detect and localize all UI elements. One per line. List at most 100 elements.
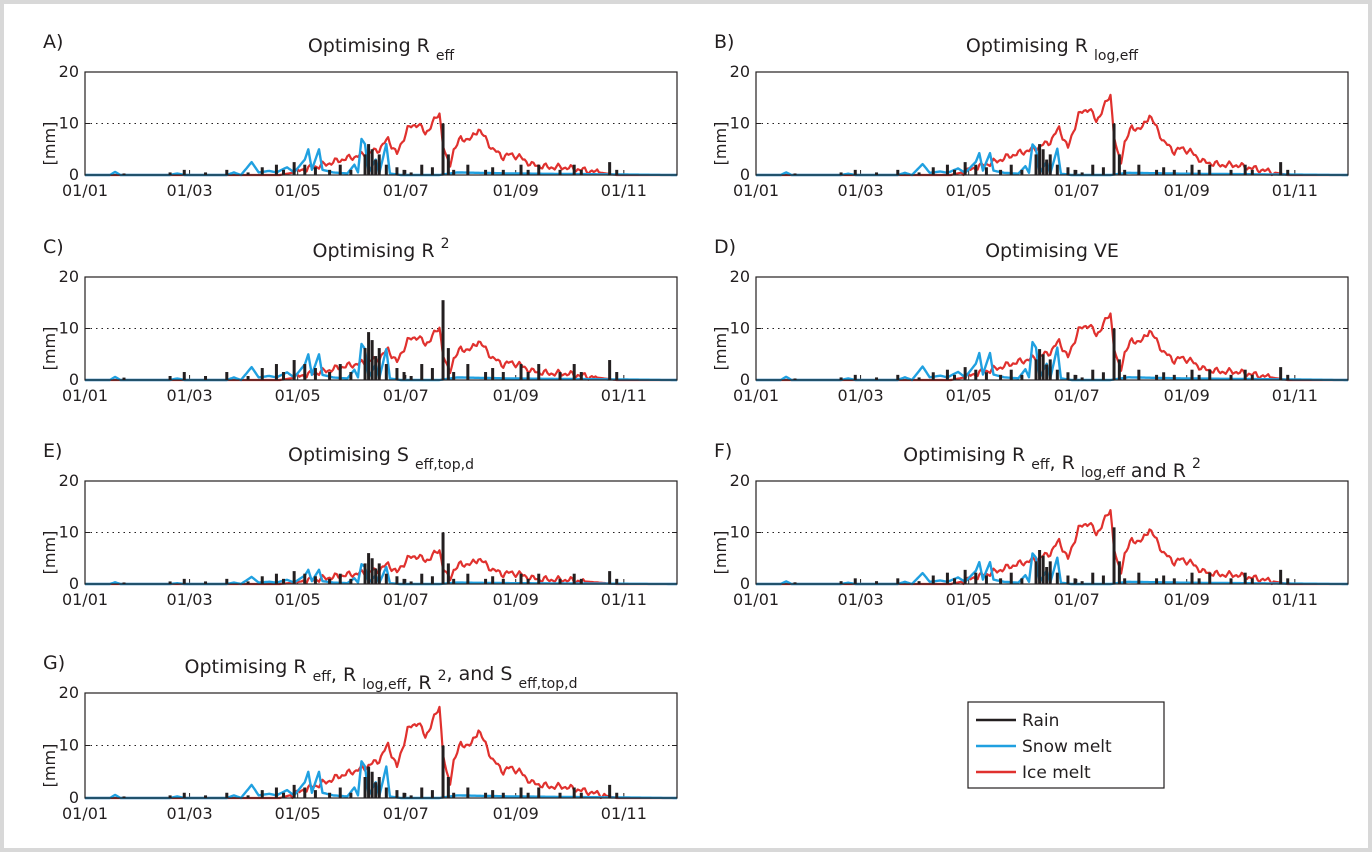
rain-bar [1243, 164, 1247, 175]
rain-bar [446, 777, 450, 798]
panel-title-part: eff [313, 669, 332, 685]
rain-bar [875, 581, 879, 584]
x-tick-label: 01/05 [946, 590, 992, 609]
rain-bar [537, 573, 541, 584]
rain-bar [1197, 374, 1201, 380]
rain-bar [945, 164, 949, 175]
rain-bar [974, 164, 978, 175]
rain-bar [303, 364, 307, 380]
rain-bar [1041, 149, 1045, 175]
rain-bar [303, 573, 307, 584]
rain-bar [526, 372, 530, 380]
y-tick-label: 0 [740, 370, 750, 389]
rain-bar [420, 573, 424, 584]
panel-title: Optimising R log,eff [966, 35, 1138, 64]
x-tick-label: 01/05 [275, 386, 321, 405]
rain-bar [409, 795, 413, 798]
rain-bar [1048, 561, 1052, 584]
rain-bar [1101, 372, 1105, 380]
rain-bar [501, 578, 505, 584]
y-tick-label: 10 [59, 114, 79, 133]
x-tick-label: 01/11 [601, 181, 647, 200]
rain-bar [1034, 561, 1038, 584]
panel-g: G) Optimising R eff, R log,eff, R 2, and … [40, 652, 678, 823]
rain-bar [466, 573, 470, 584]
x-tick-label: 01/05 [946, 386, 992, 405]
rain-bar [260, 368, 264, 380]
rain-bar [367, 553, 371, 584]
rain-bar [274, 573, 278, 584]
rain-bar [572, 573, 576, 584]
x-tick-label: 01/09 [493, 181, 539, 200]
panel-letter: F) [714, 440, 732, 462]
y-tick-label: 10 [59, 523, 79, 542]
rain-bar [1066, 372, 1070, 380]
axes-box [755, 480, 1349, 585]
rain-bar [384, 573, 388, 584]
legend: Rain Snow melt Ice melt [967, 701, 1165, 789]
rain-bar [1009, 572, 1013, 584]
rain-bar [328, 169, 332, 175]
rain-bar [615, 578, 619, 584]
rain-bar [1250, 578, 1254, 584]
rain-bar [313, 790, 317, 798]
rain-bar [374, 159, 378, 175]
rain-bar [1250, 169, 1254, 175]
panel-title-part: , R [1049, 452, 1080, 474]
rain-bar [377, 777, 381, 798]
y-tick-label: 20 [730, 471, 750, 490]
panel-letter: E) [43, 440, 62, 462]
y-axis-label: [mm] [711, 122, 730, 166]
rain-bar [875, 377, 879, 380]
rain-bar [1034, 154, 1038, 175]
rain-bar [1162, 575, 1166, 584]
rain-bar [225, 372, 229, 380]
rain-bar [225, 578, 229, 584]
rain-bar [441, 123, 445, 175]
rain-bar [839, 172, 843, 175]
rain-bar [608, 162, 612, 175]
rain-bar [1009, 164, 1013, 175]
rain-bar [374, 782, 378, 798]
rain-bar [984, 575, 988, 584]
y-tick-label: 10 [730, 523, 750, 542]
axes-box [84, 480, 678, 585]
rain-bar [168, 795, 172, 798]
rain-bar [430, 790, 434, 798]
rain-bar [1066, 575, 1070, 584]
rain-bar [501, 372, 505, 380]
rain-bar [374, 356, 378, 380]
rain-bar [1137, 164, 1141, 175]
panel-title: Optimising R eff, R log,eff and R 2 [903, 444, 1201, 482]
rain-bar [917, 172, 921, 175]
rain-bar [282, 169, 286, 175]
rain-bar [225, 792, 229, 798]
rain-bar [1229, 578, 1233, 584]
rain-bar [1117, 561, 1121, 584]
rain-bar [579, 578, 583, 584]
rain-bar [608, 784, 612, 798]
rain-bar [615, 169, 619, 175]
rain-bar [963, 367, 967, 380]
rain-bar [395, 167, 399, 175]
rain-bar [282, 372, 286, 380]
rain-bar [558, 372, 562, 380]
x-tick-label: 01/11 [601, 386, 647, 405]
rain-bar [1172, 169, 1176, 175]
panel-f: F) Optimising R eff, R log,eff and R 2 [mm… [711, 440, 1349, 609]
rain-bar [1034, 359, 1038, 380]
rain-bar [917, 581, 921, 584]
rain-bar [608, 360, 612, 380]
rain-bar [519, 573, 523, 584]
rain-bar [363, 154, 367, 175]
x-tick-label: 01/03 [838, 181, 884, 200]
rain-bar [1137, 369, 1141, 380]
panel-letter: C) [43, 236, 64, 258]
rain-bar [466, 787, 470, 798]
panel-title-part: 2 [441, 236, 450, 252]
panel-title-part: Optimising VE [985, 240, 1119, 262]
rain-bar [1123, 169, 1127, 175]
x-tick-label: 01/11 [1272, 386, 1318, 405]
x-tick-label: 01/07 [1054, 386, 1100, 405]
